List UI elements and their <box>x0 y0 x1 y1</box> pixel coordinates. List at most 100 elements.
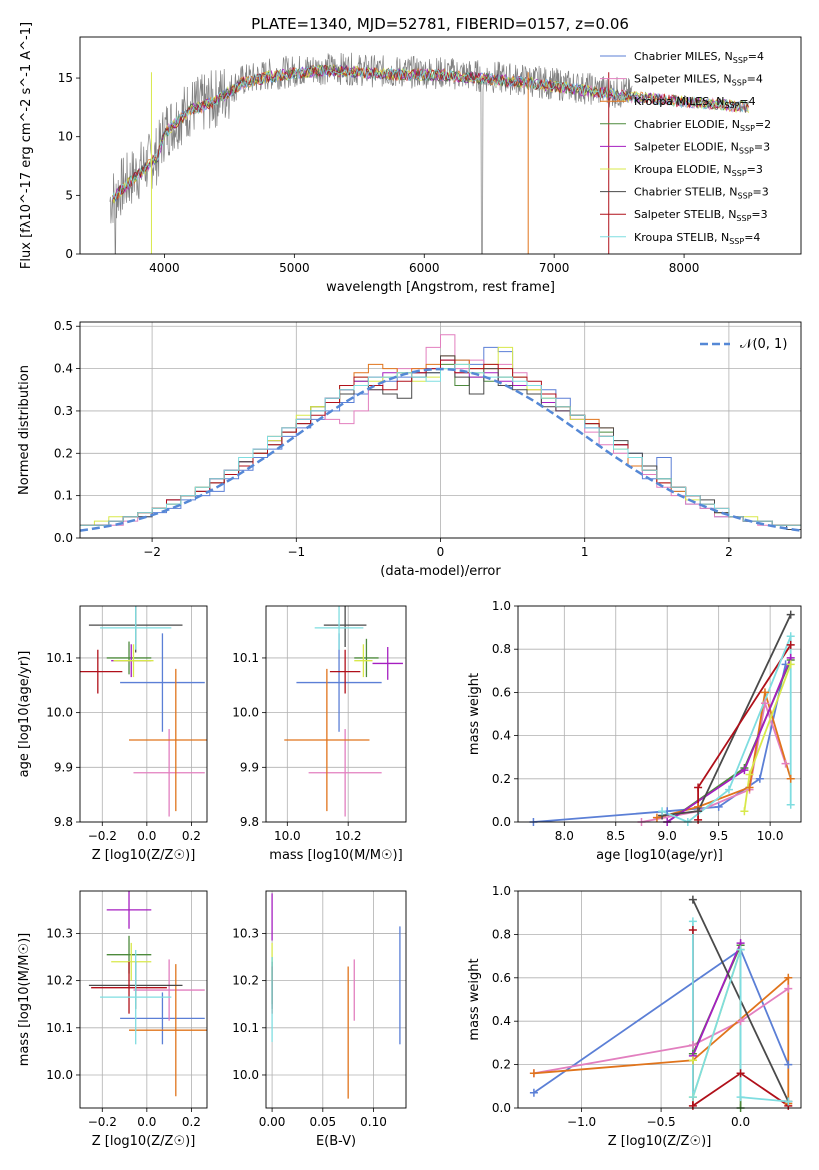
y-tick-label: 0.1 <box>54 489 73 503</box>
y-tick-label: 5 <box>65 188 73 202</box>
spectrum-model-kroupa-elodie <box>112 64 749 204</box>
y-tick-label: 0.5 <box>54 319 73 333</box>
weight-marker-kroupa-miles <box>652 813 661 822</box>
x-tick-label: 0.10 <box>360 1115 387 1129</box>
histogram-kroupa-stelib <box>80 363 801 526</box>
weight-marker-chabrier-miles <box>784 1060 793 1069</box>
y-tick-label: 0.2 <box>492 1058 511 1072</box>
weight-line-salpeter-miles <box>533 987 789 1075</box>
y-tick-label: 0.8 <box>492 642 511 656</box>
y-tick-label: 0.4 <box>54 362 73 376</box>
x-tick-label: 2 <box>725 545 733 559</box>
y-tick-label: 10.1 <box>46 651 73 665</box>
spectrum-model-kroupa-miles <box>112 63 749 204</box>
residual-histogram-panel: −2 −1 0 1 2 0.0 0.1 0.2 0.3 0.4 0.5 (data-model)/er… <box>17 319 802 579</box>
x-tick-label: 0 <box>437 545 445 559</box>
x-tick-label: 10.0 <box>757 829 784 843</box>
y-tick-label: 15 <box>58 71 73 85</box>
x-tick-label: 9.5 <box>709 829 728 843</box>
figure-title: PLATE=1340, MJD=52781, FIBERID=0157, z=0… <box>251 15 629 33</box>
plot-area <box>284 606 403 817</box>
legend-label-salpeter-miles: Salpeter MILES, NSSP=4 <box>634 73 763 88</box>
plot-area <box>80 334 801 532</box>
x-tick-label: 4000 <box>149 261 180 275</box>
x-tick-label: 8000 <box>669 261 700 275</box>
weight-marker-chabrier-miles <box>755 774 764 783</box>
weight-line-salpeter-elodie <box>692 942 742 1057</box>
x-tick-label: 10.0 <box>274 829 301 843</box>
y-tick-label: 10.2 <box>232 974 259 988</box>
weight-marker-kroupa-stelib <box>786 800 795 809</box>
x-tick-label: −1 <box>287 545 305 559</box>
axes-frame <box>79 605 208 823</box>
legend-label-chabrier-stelib: Chabrier STELIB, NSSP=3 <box>634 186 769 201</box>
legend-label-chabrier-miles: Chabrier MILES, NSSP=4 <box>634 50 764 65</box>
weight-marker-salpeter-stelib <box>688 926 697 935</box>
mass-vs-extinction-panel: 0.00 0.05 0.10 10.0 10.1 10.2 10.3 E(B-V) <box>232 890 407 1149</box>
mass-weight-vs-metallicity-panel: −1.0 −0.5 0.0 0.0 0.2 0.4 0.6 0.8 1.0 Z [log10(Z/… <box>467 884 802 1149</box>
spectrum-model-chabrier-elodie <box>112 64 749 203</box>
weight-marker-kroupa-stelib <box>658 807 667 816</box>
x-tick-label: 0.0 <box>731 1115 750 1129</box>
axes-frame <box>517 605 802 823</box>
weight-marker-chabrier-miles <box>529 1088 538 1097</box>
spectrum-data-line <box>109 52 633 254</box>
gaussian-curve <box>80 367 801 532</box>
y-tick-label: 0.3 <box>54 404 73 418</box>
y-axis-label: Flux [fλ10^-17 erg cm^-2 s^-1 A^-1] <box>19 22 34 269</box>
weight-marker-chabrier-stelib <box>688 895 697 904</box>
spectrum-model-salpeter-stelib <box>112 65 749 201</box>
weight-marker-kroupa-stelib <box>784 1097 793 1106</box>
x-tick-label: 0.05 <box>309 1115 336 1129</box>
x-tick-label: 5000 <box>279 261 310 275</box>
y-tick-label: 0.2 <box>54 446 73 460</box>
x-tick-label: 9.0 <box>658 829 677 843</box>
x-tick-label: 0.2 <box>182 1115 201 1129</box>
weight-marker-salpeter-stelib <box>786 640 795 649</box>
weight-marker-kroupa-elodie <box>745 770 754 779</box>
y-tick-label: 10.1 <box>46 1021 73 1035</box>
y-tick-label: 1.0 <box>492 599 511 613</box>
weight-marker-kroupa-miles <box>745 783 754 792</box>
weight-marker-salpeter-miles <box>688 1041 697 1050</box>
axes-frame <box>265 605 407 823</box>
x-tick-label: −0.2 <box>88 829 117 843</box>
y-axis-label: mass [log10(M/M☉)] <box>17 933 32 1066</box>
weight-marker-salpeter-miles <box>760 699 769 708</box>
x-tick-label: −0.5 <box>647 1115 676 1129</box>
x-tick-label: 10.2 <box>335 829 362 843</box>
weight-marker-kroupa-stelib <box>724 785 733 794</box>
plot-area <box>88 891 207 1097</box>
y-tick-label: 0.0 <box>54 531 73 545</box>
y-tick-label: 10.3 <box>232 926 259 940</box>
x-tick-label: 0.0 <box>137 829 156 843</box>
x-tick-label: 8.0 <box>555 829 574 843</box>
spectrum-model-chabrier-stelib <box>112 64 749 201</box>
y-tick-label: 10.1 <box>232 1021 259 1035</box>
weight-marker-salpeter-miles <box>784 984 793 993</box>
y-axis-label: mass weight <box>467 958 482 1040</box>
weight-marker-salpeter-elodie <box>740 766 749 775</box>
weight-marker-kroupa-elodie <box>786 660 795 669</box>
y-tick-label: 0.4 <box>492 729 511 743</box>
weight-marker-salpeter-stelib <box>694 815 703 824</box>
plot-area <box>109 52 749 254</box>
axes-frame <box>265 890 407 1109</box>
axes-frame <box>79 890 208 1109</box>
x-axis-label: Z [log10(Z/Z☉)] <box>608 1134 712 1149</box>
x-axis-label: mass [log10(M/M☉)] <box>269 848 402 863</box>
y-tick-label: 10.3 <box>46 926 73 940</box>
x-tick-label: 1 <box>581 545 589 559</box>
y-axis-label: age [log10(age/yr)] <box>17 651 32 778</box>
legend-label-kroupa-elodie: Kroupa ELODIE, NSSP=3 <box>634 163 763 178</box>
legend-label-salpeter-elodie: Salpeter ELODIE, NSSP=3 <box>634 140 770 155</box>
y-tick-label: 10 <box>58 130 73 144</box>
x-tick-label: −0.2 <box>88 1115 117 1129</box>
x-axis-label: E(B-V) <box>316 1134 356 1149</box>
y-tick-label: 10.0 <box>46 706 73 720</box>
gaussian-legend-label: 𝒩(0, 1) <box>740 337 787 352</box>
y-tick-label: 0.6 <box>492 685 511 699</box>
y-tick-label: 10.0 <box>232 1068 259 1082</box>
x-tick-label: 0.2 <box>182 829 201 843</box>
weight-marker-kroupa-miles <box>529 1069 538 1078</box>
